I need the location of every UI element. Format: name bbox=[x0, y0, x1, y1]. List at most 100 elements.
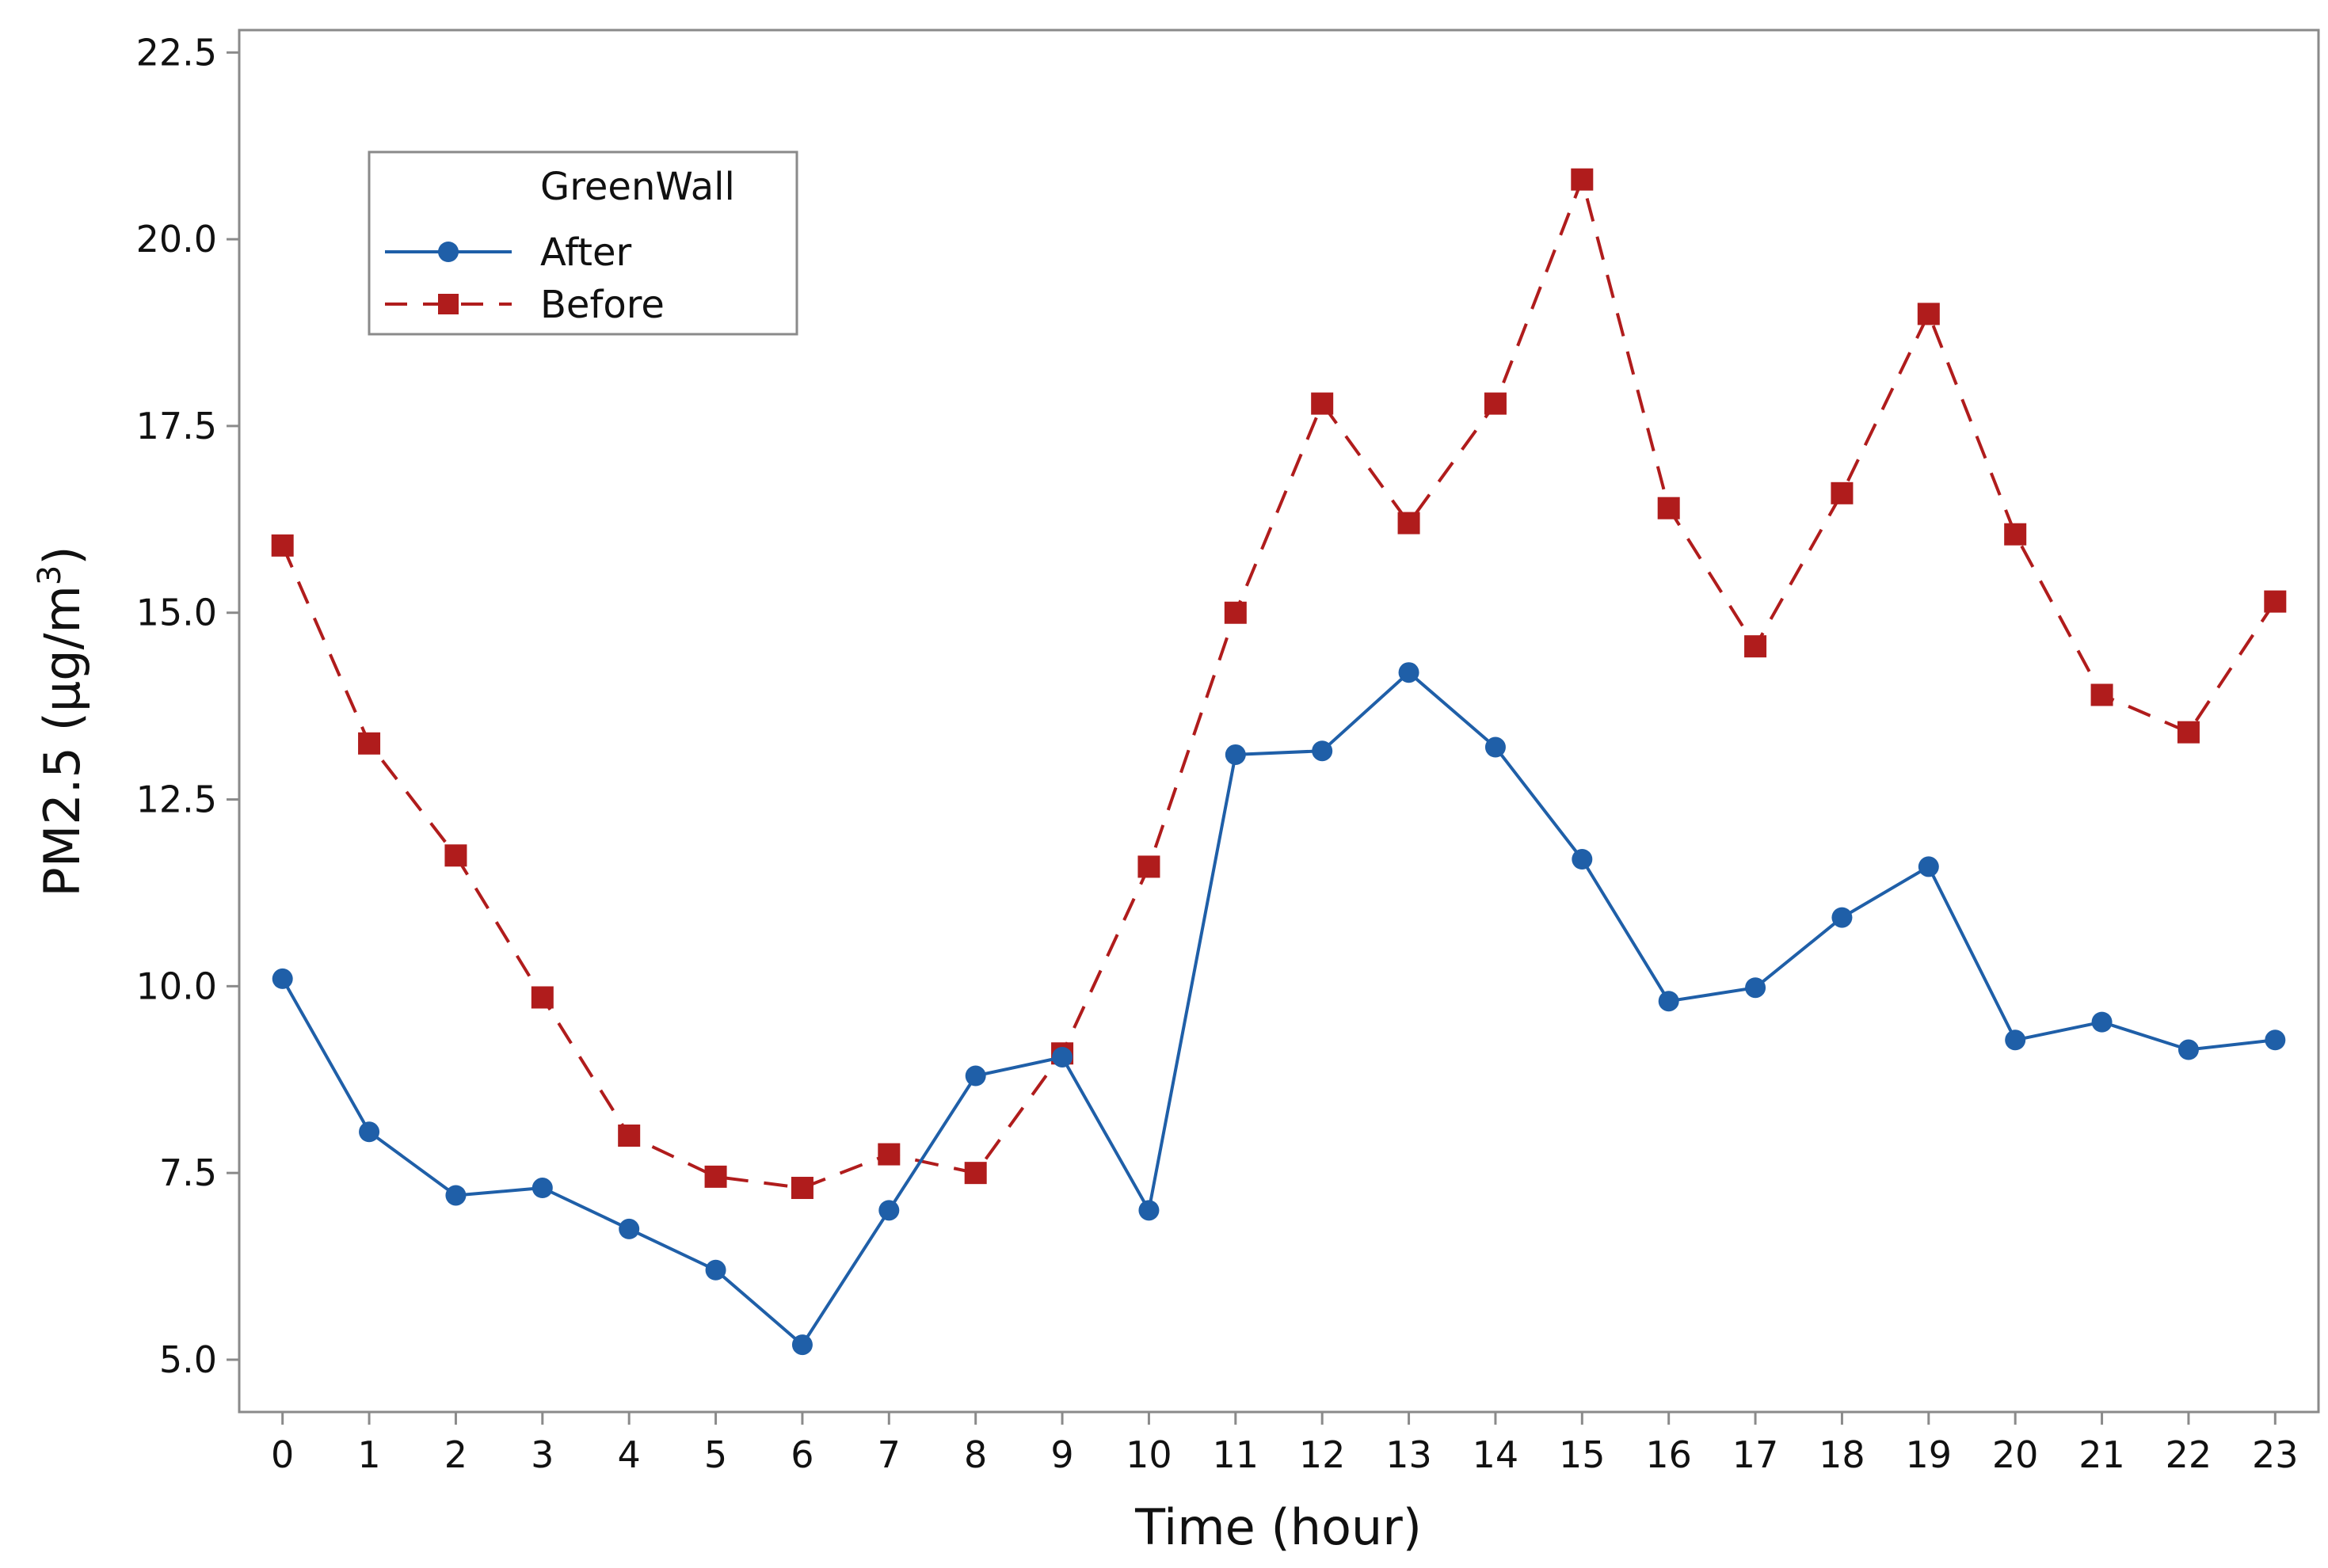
y-tick-label: 10.0 bbox=[136, 965, 217, 1007]
x-tick-label: 12 bbox=[1299, 1433, 1346, 1476]
x-tick-label: 10 bbox=[1126, 1433, 1172, 1476]
point-before-20 bbox=[2004, 523, 2027, 546]
x-tick-label: 22 bbox=[2166, 1433, 2212, 1476]
point-after-9 bbox=[1052, 1046, 1073, 1068]
point-after-13 bbox=[1398, 662, 1419, 683]
point-before-7 bbox=[878, 1143, 901, 1166]
x-tick-label: 0 bbox=[271, 1433, 294, 1476]
x-tick-label: 5 bbox=[704, 1433, 727, 1476]
point-before-23 bbox=[2264, 590, 2287, 613]
legend: GreenWall After Before bbox=[368, 150, 798, 336]
point-before-21 bbox=[2090, 683, 2113, 706]
x-axis-title: Time (hour) bbox=[1134, 1498, 1422, 1556]
y-tick-label: 5.0 bbox=[159, 1338, 217, 1381]
series-after bbox=[272, 662, 2286, 1356]
x-tick-label: 23 bbox=[2252, 1433, 2299, 1476]
y-tick-label: 7.5 bbox=[159, 1151, 217, 1194]
y-tick-label: 15.0 bbox=[136, 592, 217, 634]
y-axis-title: PM2.5 (μg/m3) bbox=[32, 546, 91, 896]
point-after-6 bbox=[791, 1334, 813, 1356]
point-before-16 bbox=[1657, 497, 1680, 519]
point-after-10 bbox=[1138, 1200, 1160, 1221]
y-axis-title-tail: ) bbox=[33, 546, 91, 565]
point-after-18 bbox=[1831, 907, 1853, 928]
x-tick-label: 7 bbox=[878, 1433, 901, 1476]
legend-before-label: Before bbox=[540, 283, 665, 327]
legend-after-label: After bbox=[540, 230, 632, 275]
y-tick-label: 20.0 bbox=[136, 218, 217, 261]
x-tick-label: 4 bbox=[618, 1433, 641, 1476]
x-tick-label: 1 bbox=[357, 1433, 380, 1476]
point-before-1 bbox=[358, 732, 381, 755]
point-before-2 bbox=[444, 844, 467, 867]
x-tick-label: 6 bbox=[791, 1433, 813, 1476]
x-axis: 0 1 2 3 4 5 6 7 8 9 10 11 12 13 14 15 16 17 18 19 20 21 22 23 bbox=[271, 1412, 2299, 1476]
point-after-14 bbox=[1484, 736, 1506, 758]
point-after-5 bbox=[705, 1259, 726, 1281]
y-tick-label: 17.5 bbox=[136, 405, 217, 447]
point-after-17 bbox=[1745, 977, 1766, 999]
point-after-23 bbox=[2265, 1029, 2286, 1051]
point-after-22 bbox=[2177, 1039, 2199, 1060]
x-tick-label: 8 bbox=[964, 1433, 987, 1476]
point-before-6 bbox=[791, 1177, 813, 1200]
series-before bbox=[271, 168, 2287, 1200]
point-before-8 bbox=[964, 1162, 987, 1185]
point-after-4 bbox=[619, 1218, 640, 1239]
point-before-15 bbox=[1571, 168, 1594, 191]
x-tick-label: 2 bbox=[444, 1433, 467, 1476]
y-axis-title-main: PM2.5 (μg/m bbox=[33, 585, 91, 896]
x-tick-label: 14 bbox=[1473, 1433, 1519, 1476]
legend-title: GreenWall bbox=[540, 165, 735, 209]
legend-before-marker bbox=[438, 294, 459, 314]
point-before-3 bbox=[531, 986, 554, 1009]
point-before-0 bbox=[271, 534, 294, 557]
point-after-0 bbox=[272, 968, 293, 989]
x-tick-label: 20 bbox=[1992, 1433, 2039, 1476]
x-tick-label: 15 bbox=[1559, 1433, 1606, 1476]
point-before-13 bbox=[1397, 512, 1420, 535]
y-axis: 5.0 7.5 10.0 12.5 15.0 17.5 20.0 22.5 bbox=[136, 31, 239, 1381]
point-after-1 bbox=[359, 1121, 380, 1143]
point-after-15 bbox=[1572, 849, 1593, 870]
series-line-before bbox=[280, 177, 2277, 1189]
x-tick-label: 3 bbox=[531, 1433, 554, 1476]
point-before-22 bbox=[2177, 721, 2200, 744]
point-before-11 bbox=[1224, 601, 1247, 624]
y-axis-title-superscript: 3 bbox=[32, 565, 68, 585]
x-tick-label: 17 bbox=[1732, 1433, 1779, 1476]
point-before-4 bbox=[618, 1125, 641, 1147]
x-tick-label: 13 bbox=[1385, 1433, 1432, 1476]
point-after-11 bbox=[1225, 744, 1246, 765]
x-tick-label: 18 bbox=[1819, 1433, 1865, 1476]
legend-after-marker bbox=[438, 242, 459, 262]
y-tick-label: 12.5 bbox=[136, 778, 217, 821]
point-before-19 bbox=[1917, 303, 1940, 325]
point-before-14 bbox=[1484, 392, 1507, 415]
plot-frame bbox=[238, 29, 2320, 1414]
point-before-10 bbox=[1137, 855, 1160, 878]
x-tick-label: 11 bbox=[1213, 1433, 1259, 1476]
y-tick-label: 22.5 bbox=[136, 31, 217, 74]
point-before-17 bbox=[1744, 635, 1767, 658]
x-tick-label: 19 bbox=[1906, 1433, 1953, 1476]
point-after-19 bbox=[1918, 856, 1939, 877]
point-before-12 bbox=[1311, 392, 1334, 415]
x-tick-label: 21 bbox=[2078, 1433, 2125, 1476]
x-tick-label: 9 bbox=[1050, 1433, 1073, 1476]
series-layer bbox=[271, 168, 2287, 1356]
point-after-12 bbox=[1312, 740, 1333, 762]
series-line-after bbox=[280, 671, 2276, 1347]
point-before-5 bbox=[704, 1165, 727, 1188]
point-after-8 bbox=[965, 1065, 986, 1087]
point-after-20 bbox=[2005, 1029, 2026, 1051]
point-after-16 bbox=[1658, 991, 1679, 1012]
point-before-18 bbox=[1831, 481, 1854, 504]
point-after-21 bbox=[2091, 1011, 2113, 1033]
point-after-3 bbox=[532, 1178, 553, 1199]
x-tick-label: 16 bbox=[1645, 1433, 1692, 1476]
point-after-7 bbox=[878, 1200, 900, 1221]
point-after-2 bbox=[445, 1185, 467, 1206]
